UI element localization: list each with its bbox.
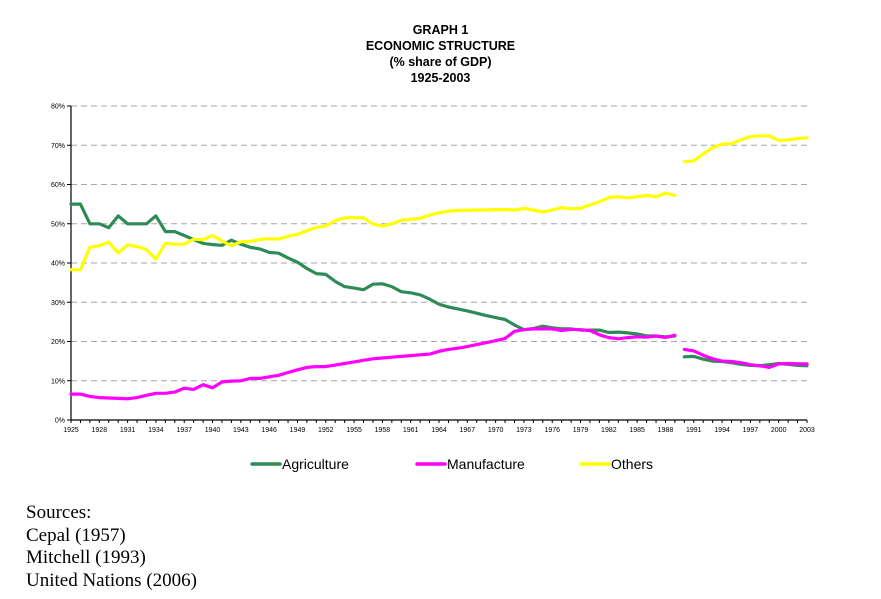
line-manufacture (69, 327, 677, 401)
legend-label: Agriculture (282, 456, 349, 472)
x-tick-label: 1925 (63, 427, 79, 434)
x-tick-label: 1976 (544, 427, 560, 434)
x-tick-label: 1931 (120, 427, 136, 434)
series-lines (69, 134, 809, 401)
chart-title-line: (% share of GDP) (389, 55, 492, 69)
legend-label: Others (611, 456, 653, 472)
y-tick-label: 80% (51, 104, 65, 111)
y-tick-label: 60% (51, 182, 65, 189)
x-tick-label: 1973 (516, 427, 532, 434)
x-tick-label: 1967 (460, 427, 476, 434)
x-tick-label: 1991 (686, 427, 702, 434)
x-tick-label: 1988 (658, 427, 674, 434)
source-item: Mitchell (1993) (26, 547, 146, 568)
y-tick-label: 20% (51, 339, 65, 346)
x-tick-label: 1937 (176, 427, 192, 434)
x-tick-label: 1958 (375, 427, 391, 434)
source-item: United Nations (2006) (26, 569, 197, 591)
chart-title: GRAPH 1 ECONOMIC STRUCTURE (% share of G… (0, 22, 881, 86)
axes: 0% 10% 20% 30% 40% 50% 60% 70% 80% 1925 1928 1931 19… (51, 104, 815, 435)
x-tick-label: 1946 (261, 427, 277, 434)
x-tick-label: 1964 (431, 427, 447, 434)
x-tick-label: 1934 (148, 427, 164, 434)
y-tick-label: 40% (51, 261, 65, 268)
x-tick-label: 2003 (799, 427, 815, 434)
gridlines (71, 105, 807, 382)
sources-block: Sources: Cepal (1957) Mitchell (1993) Un… (26, 502, 197, 592)
y-tick-label: 0% (55, 418, 65, 425)
chart-title-line: ECONOMIC STRUCTURE (365, 39, 516, 53)
legend: Agriculture Manufacture Others (250, 456, 653, 472)
y-tick-label: 70% (51, 143, 65, 150)
x-tick-label: 1949 (290, 427, 306, 434)
x-tick-label: 1994 (714, 427, 730, 434)
x-tick-label: 1955 (346, 427, 362, 434)
chart-title-line: GRAPH 1 (412, 23, 469, 37)
y-tick-label: 30% (51, 300, 65, 307)
chart-title-line: 1925-2003 (410, 71, 471, 85)
line-manufacture (682, 347, 809, 369)
x-tick-label: 1982 (601, 427, 617, 434)
x-tick-label: 1985 (629, 427, 645, 434)
x-tick-label: 1928 (92, 427, 108, 434)
x-tick-label: 1943 (233, 427, 249, 434)
legend-label: Manufacture (447, 456, 525, 472)
series-others (69, 134, 809, 272)
x-tick-label: 1952 (318, 427, 334, 434)
x-tick-label: 2000 (771, 427, 787, 434)
x-tick-label: 1979 (573, 427, 589, 434)
sources-heading: Sources: (26, 502, 92, 523)
x-tick-label: 1961 (403, 427, 419, 434)
x-tick-label: 1997 (743, 427, 759, 434)
x-tick-label: 1970 (488, 427, 504, 434)
y-tick-label: 10% (51, 378, 65, 385)
x-tick-label: 1940 (205, 427, 221, 434)
y-tick-label: 50% (51, 221, 65, 228)
line-others (69, 191, 677, 272)
series-manufacture (69, 327, 809, 401)
line-others (682, 134, 809, 164)
source-item: Cepal (1957) (26, 524, 126, 546)
